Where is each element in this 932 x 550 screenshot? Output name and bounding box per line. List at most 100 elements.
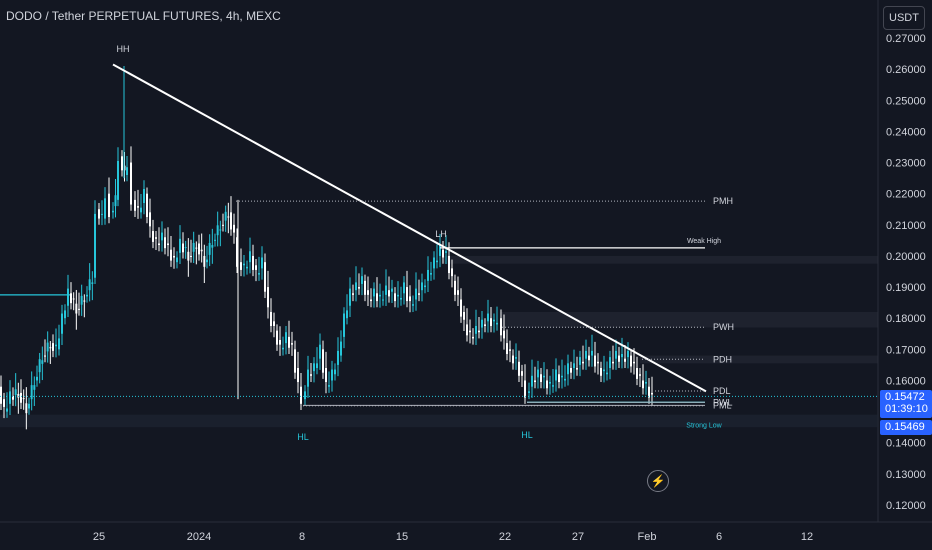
candle-body bbox=[282, 347, 284, 350]
candle-body bbox=[567, 363, 569, 375]
candle-body bbox=[149, 212, 151, 227]
candle-body bbox=[442, 249, 444, 258]
candle-body bbox=[633, 361, 635, 364]
candle-body bbox=[376, 293, 378, 302]
y-tick-label: 0.23000 bbox=[886, 158, 926, 170]
candle-body bbox=[615, 350, 617, 359]
candle-body bbox=[75, 303, 78, 314]
candle-body bbox=[469, 330, 471, 333]
candle-body bbox=[167, 243, 169, 246]
candle-body bbox=[534, 380, 536, 383]
candle-body bbox=[216, 225, 219, 236]
candle-body bbox=[137, 206, 139, 208]
candle-body bbox=[279, 339, 281, 345]
candle-body bbox=[310, 374, 312, 376]
candle-body bbox=[352, 293, 354, 295]
candle-body bbox=[436, 260, 438, 263]
candle-body bbox=[161, 232, 163, 241]
level-label-pwl: PWL bbox=[713, 397, 733, 407]
candle-body bbox=[316, 363, 318, 369]
candle-body bbox=[373, 288, 375, 297]
candle-body bbox=[261, 257, 263, 269]
candle-body bbox=[219, 229, 222, 231]
candle-body bbox=[409, 296, 411, 302]
candle-body bbox=[134, 199, 136, 211]
candle-body bbox=[361, 276, 363, 284]
candle-body bbox=[22, 398, 25, 400]
currency-button[interactable]: USDT bbox=[883, 6, 925, 30]
candle-body bbox=[388, 290, 390, 297]
annotation-hh: HH bbox=[117, 44, 130, 54]
candle-body bbox=[101, 213, 103, 215]
candle-body bbox=[430, 273, 432, 275]
candle-body bbox=[496, 322, 498, 325]
candle-body bbox=[515, 357, 517, 359]
candle-body bbox=[597, 361, 599, 364]
y-tick-label: 0.13000 bbox=[886, 469, 926, 481]
candle-body bbox=[117, 160, 119, 200]
candle-body bbox=[227, 216, 230, 218]
candle-body bbox=[94, 213, 96, 278]
candle-body bbox=[86, 294, 88, 297]
candle-body bbox=[630, 355, 632, 367]
x-tick-label: 12 bbox=[801, 531, 813, 543]
candle-body bbox=[524, 380, 526, 398]
candle-body bbox=[540, 374, 542, 383]
candle-body bbox=[83, 300, 86, 302]
trendline bbox=[112, 63, 707, 393]
candle-body bbox=[243, 263, 245, 266]
candle-body bbox=[270, 311, 272, 326]
lightning-icon[interactable]: ⚡ bbox=[647, 470, 669, 492]
current-price: 0.15469 bbox=[885, 421, 925, 433]
candle-body bbox=[328, 385, 330, 387]
candle-body bbox=[521, 371, 523, 376]
candle-body bbox=[203, 255, 206, 267]
candle-body bbox=[61, 313, 63, 334]
candle-body bbox=[88, 279, 91, 291]
candle-body bbox=[46, 342, 49, 352]
candle-body bbox=[472, 336, 474, 339]
candle-body bbox=[564, 378, 566, 381]
candle-body bbox=[481, 319, 483, 328]
candle-body bbox=[600, 368, 602, 376]
y-tick-label: 0.16000 bbox=[886, 375, 926, 387]
candle-body bbox=[397, 294, 399, 297]
candle-body bbox=[506, 343, 508, 355]
candle-body bbox=[400, 297, 402, 300]
candle-body bbox=[570, 368, 572, 373]
candle-body bbox=[91, 282, 94, 284]
candle-body bbox=[379, 294, 381, 297]
candle-body bbox=[98, 209, 100, 219]
y-tick-label: 0.17000 bbox=[886, 344, 926, 356]
candle-body bbox=[346, 310, 348, 319]
candle-body bbox=[415, 288, 417, 300]
candle-body bbox=[370, 299, 372, 302]
candle-body bbox=[158, 243, 160, 246]
candle-body bbox=[6, 408, 8, 412]
last-price: 0.15472 bbox=[885, 391, 925, 403]
level-label-pmh: PMH bbox=[713, 196, 733, 206]
x-tick-label: 2024 bbox=[187, 531, 211, 543]
candle-body bbox=[642, 380, 644, 389]
candle-body bbox=[252, 255, 254, 270]
candle-body bbox=[340, 341, 342, 356]
candle-body bbox=[594, 355, 596, 367]
candle-body bbox=[322, 349, 324, 373]
candle-body bbox=[503, 330, 505, 339]
candle-body bbox=[3, 399, 5, 407]
candle-body bbox=[382, 299, 384, 301]
candle-body bbox=[70, 293, 72, 304]
x-tick-label: 22 bbox=[499, 531, 511, 543]
candle-body bbox=[246, 266, 248, 269]
candle-body bbox=[484, 324, 486, 326]
candle-body bbox=[288, 336, 290, 348]
x-tick-label: Feb bbox=[638, 531, 657, 543]
annotation-hl: HL bbox=[297, 432, 309, 442]
candle-body bbox=[385, 285, 387, 295]
candle-body bbox=[192, 242, 195, 252]
candle-body bbox=[52, 343, 54, 351]
candle-body bbox=[140, 207, 142, 213]
candle-body bbox=[334, 369, 336, 375]
candle-body bbox=[331, 369, 333, 381]
